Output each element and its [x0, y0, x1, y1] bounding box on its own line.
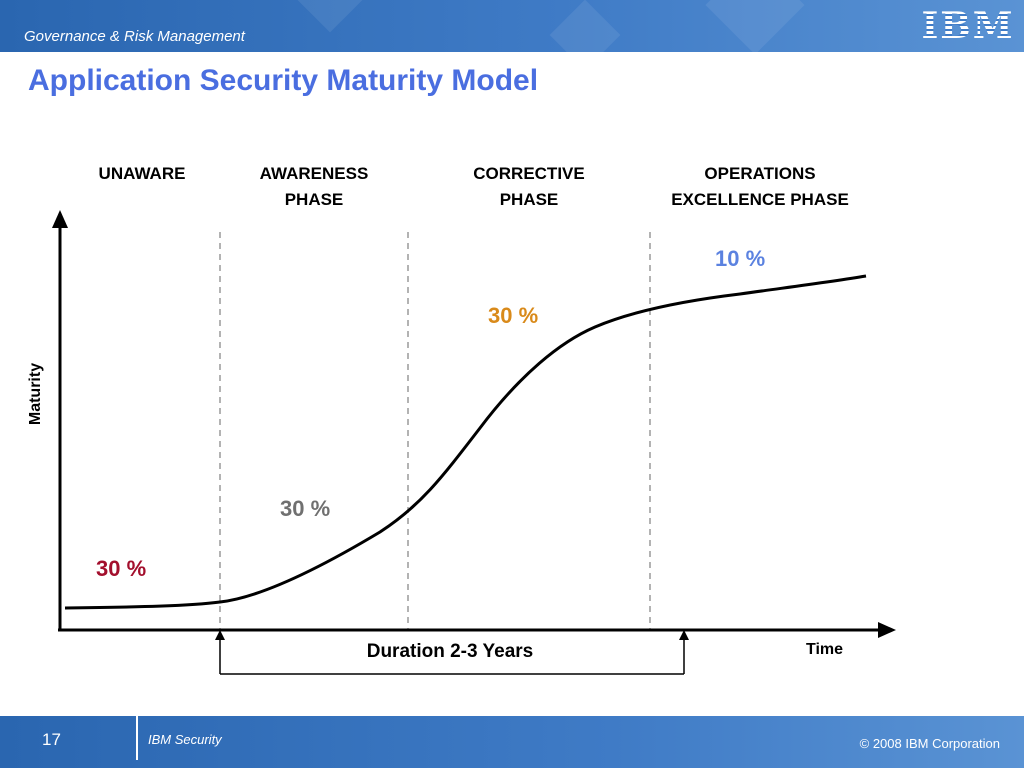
- ibm-logo: IBM: [921, 5, 1015, 47]
- slide-title: Application Security Maturity Model: [28, 64, 539, 97]
- percent-operations: 10 %: [715, 246, 766, 271]
- percent-unaware: 30 %: [96, 556, 147, 581]
- footer-divider: [136, 716, 138, 760]
- phase-label-corrective: CORRECTIVE PHASE: [473, 164, 585, 209]
- header-bar: Governance & Risk Management IBM: [0, 0, 1024, 52]
- phase-label-awareness: AWARENESS PHASE: [259, 164, 369, 209]
- percent-awareness: 30 %: [280, 496, 331, 521]
- footer-bar: 17 IBM Security © 2008 IBM Corporation: [0, 716, 1024, 768]
- section-name: Governance & Risk Management: [24, 28, 245, 45]
- duration-arrow-right: [679, 630, 689, 640]
- phase-label-operations: OPERATIONS EXCELLENCE PHASE: [671, 164, 849, 209]
- maturity-curve: [64, 274, 867, 610]
- duration-arrow-left: [215, 630, 225, 640]
- copyright-text: © 2008 IBM Corporation: [859, 736, 1000, 751]
- x-axis-arrow: [878, 622, 896, 638]
- duration-label: Duration 2-3 Years: [366, 641, 534, 662]
- y-axis-label: Maturity: [27, 362, 44, 426]
- phase-label-unaware: UNAWARE: [98, 164, 186, 183]
- x-axis-label: Time: [806, 641, 844, 658]
- footer-brand: IBM Security: [148, 732, 222, 747]
- y-axis-arrow: [52, 210, 68, 228]
- percent-corrective: 30 %: [488, 303, 539, 328]
- page-number: 17: [42, 730, 61, 749]
